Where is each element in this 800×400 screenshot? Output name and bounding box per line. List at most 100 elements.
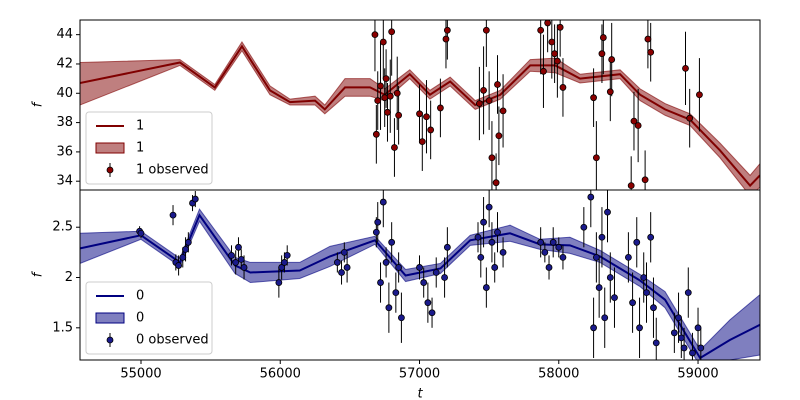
observed-point [555, 243, 563, 251]
observed-point [488, 154, 496, 162]
observed-point [416, 110, 423, 118]
legend-label: 0 [136, 311, 144, 326]
observed-point [381, 94, 389, 102]
observed-point [398, 314, 405, 322]
observed-point [240, 264, 248, 271]
observed-point [372, 228, 380, 236]
observed-point [475, 100, 483, 107]
observed-point [393, 89, 401, 97]
observed-point [477, 253, 485, 261]
observed-point [640, 274, 648, 281]
observed-point [694, 324, 702, 332]
observed-point [182, 245, 189, 253]
legend-label: 1 [136, 141, 144, 156]
observed-point [340, 248, 348, 256]
observed-point [598, 50, 606, 58]
x-tick-label: 56000 [260, 367, 301, 382]
observed-point [391, 144, 398, 151]
y-tick-label: 1.5 [52, 320, 73, 335]
observed-point [652, 339, 660, 347]
observed-point [627, 182, 635, 190]
observed-point [432, 269, 440, 276]
observed-point [485, 97, 493, 105]
y-axis-label: f [31, 270, 46, 277]
legend-label: 1 observed [136, 163, 209, 178]
y-axis-label: f [31, 100, 46, 107]
observed-point [179, 253, 187, 261]
observed-point [441, 274, 448, 281]
observed-point [684, 289, 692, 297]
observed-point [191, 195, 199, 203]
observed-point [237, 256, 245, 263]
observed-point [675, 314, 682, 322]
observed-point [696, 91, 703, 99]
observed-point [488, 238, 496, 246]
observed-point [377, 82, 384, 90]
observed-point [625, 253, 632, 261]
legend: 0 0 0 observed [85, 281, 213, 355]
observed-point [442, 35, 450, 43]
x-tick-label: 58000 [538, 367, 579, 382]
observed-point [553, 57, 561, 65]
observed-point [647, 48, 655, 56]
observed-point [495, 132, 503, 140]
observed-point [443, 26, 451, 34]
y-tick-label: 40 [56, 86, 73, 101]
observed-point [232, 259, 240, 266]
observed-point [482, 284, 490, 291]
observed-point [491, 264, 499, 271]
observed-point [437, 104, 444, 112]
observed-point [608, 56, 616, 63]
y-tick-label: 42 [56, 56, 73, 71]
confidence-band [80, 41, 760, 190]
observed-point [374, 97, 382, 105]
observed-point [601, 314, 609, 322]
panel: 34 36 38 40 42 44 f 1 1 1 observed [31, 19, 761, 191]
observed-point [423, 113, 430, 121]
y-tick-label: 38 [56, 115, 73, 130]
observed-point [343, 264, 351, 271]
observed-point [641, 176, 649, 184]
observed-point [677, 334, 685, 342]
plot-area [80, 20, 760, 190]
x-tick-label: 59000 [677, 367, 718, 382]
legend-box [85, 281, 213, 355]
observed-point [137, 229, 145, 237]
observed-point [492, 179, 500, 187]
observed-point [418, 138, 426, 146]
observed-point [420, 279, 428, 286]
y-tick-label: 34 [56, 174, 73, 189]
x-tick-label: 57000 [399, 367, 440, 382]
observed-point [590, 94, 597, 102]
observed-point [281, 259, 288, 266]
observed-point [499, 107, 507, 115]
observed-point [537, 26, 545, 34]
observed-point [580, 223, 588, 231]
observed-point [636, 324, 643, 332]
observed-point [630, 117, 638, 125]
observed-point [633, 238, 641, 246]
observed-point [604, 208, 611, 216]
observed-point [544, 20, 552, 27]
observed-point [541, 248, 549, 256]
legend-label: 0 observed [136, 333, 209, 348]
observed-point [606, 274, 614, 281]
y-tick-label: 2.5 [52, 220, 73, 235]
observed-point [540, 67, 547, 75]
observed-point [682, 64, 689, 72]
observed-point [629, 299, 636, 307]
observed-point [598, 233, 606, 241]
observed-point [545, 264, 553, 271]
observed-point [592, 154, 600, 162]
observed-point [650, 304, 657, 312]
observed-point [606, 88, 614, 96]
legend-marker [106, 166, 114, 174]
observed-point [443, 243, 451, 251]
observed-point [537, 238, 545, 246]
observed-point [428, 309, 436, 317]
observed-point [384, 108, 391, 116]
observed-point [559, 84, 567, 91]
legend: 1 1 1 observed [85, 111, 213, 185]
observed-point [388, 28, 396, 36]
